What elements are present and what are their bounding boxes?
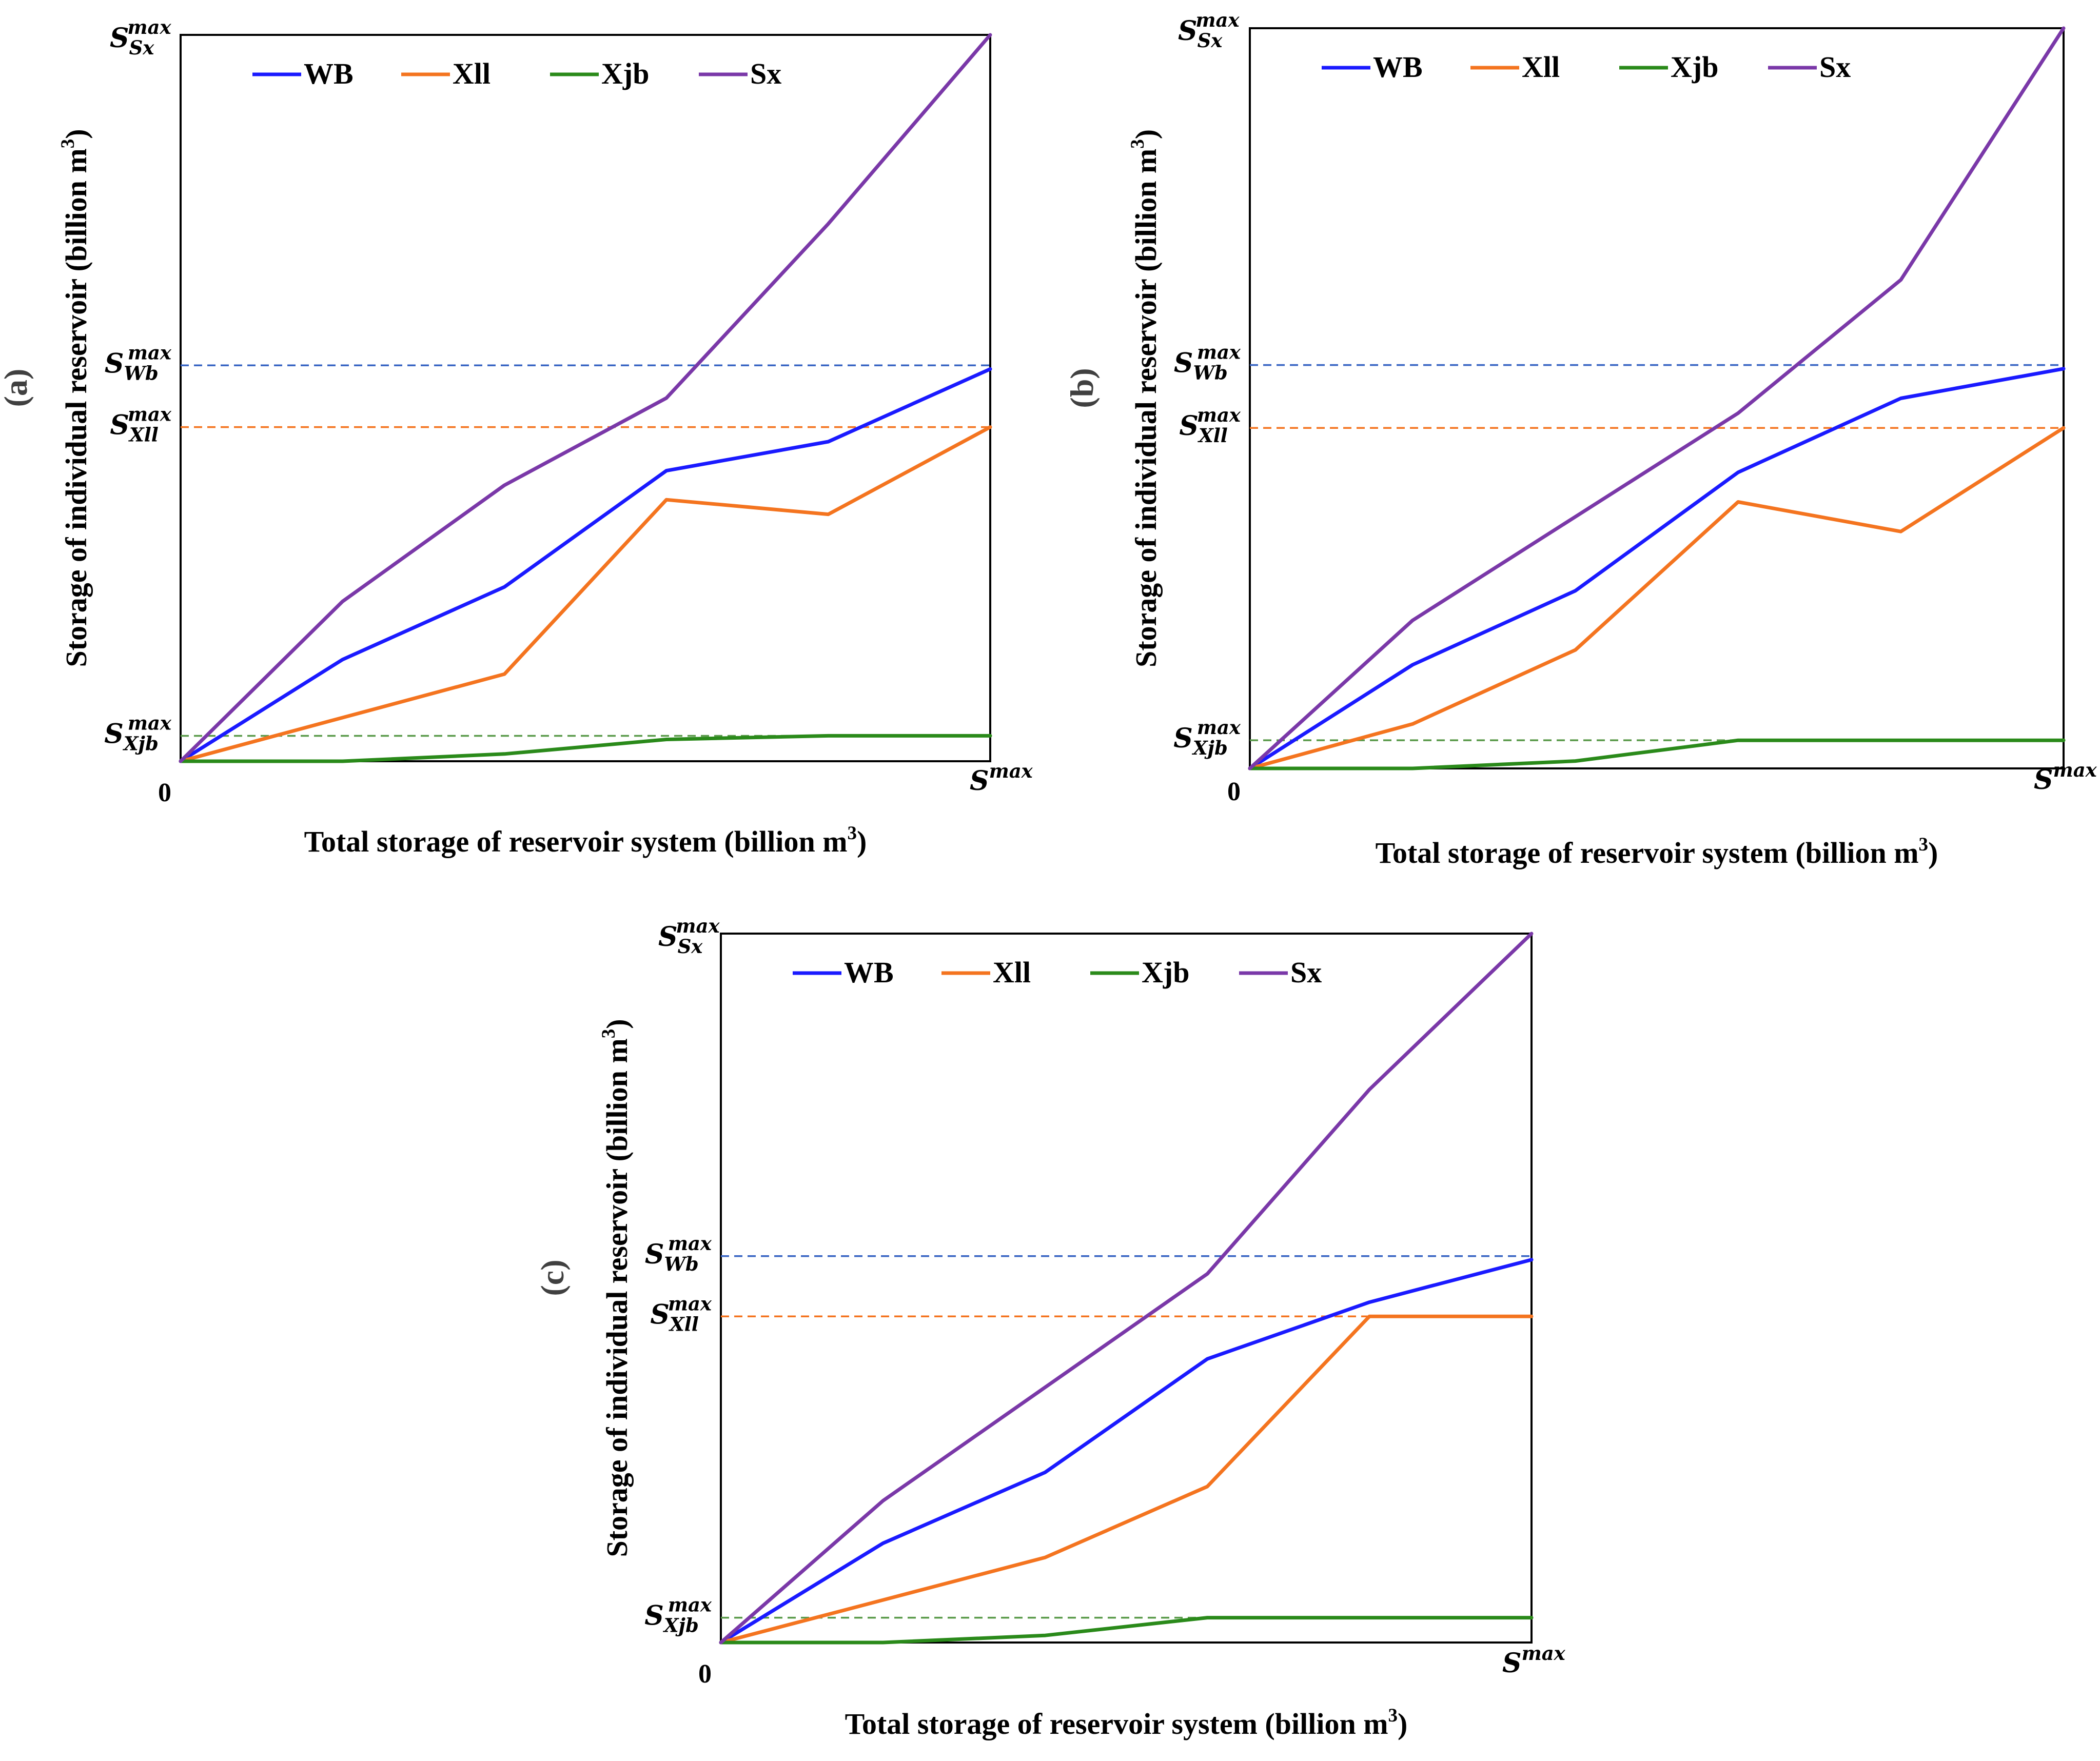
plot-frame xyxy=(720,933,1533,1644)
reference-label-xjb: SXjbmax xyxy=(104,711,172,755)
panel-label: (c) xyxy=(534,1259,571,1296)
legend-label-sx: Sx xyxy=(750,57,781,90)
series-line-xll xyxy=(1248,426,2066,770)
series-line-xll xyxy=(719,1314,1534,1645)
chart-panel-b: SWbmax SXllmax SXjbmax SSxmax WB Xll Xjb Sx 0 Sma… xyxy=(1064,9,2097,869)
reference-label-wb: SWbmax xyxy=(105,341,172,384)
reference-label-xll: SXllmax xyxy=(110,403,172,446)
ymax-label: SSxmax xyxy=(110,16,171,59)
plot-frame xyxy=(1249,27,2065,769)
ymax-label: SSxmax xyxy=(1178,9,1240,52)
series-line-sx xyxy=(179,33,992,763)
ymax-label: SSxmax xyxy=(658,915,720,958)
panel-label: (a) xyxy=(0,369,34,407)
series-line-xjb xyxy=(1248,738,2066,770)
legend-label-xjb: Xjb xyxy=(1142,956,1189,989)
legend-label-sx: Sx xyxy=(1819,50,1851,84)
legend-label-sx: Sx xyxy=(1290,956,1322,989)
series-line-sx xyxy=(1248,26,2066,770)
series-line-wb xyxy=(1248,367,2066,770)
reference-label-xll: SXllmax xyxy=(650,1292,712,1335)
y-axis-label: Storage of individual reservoir (billion… xyxy=(57,129,93,667)
series-line-wb xyxy=(719,1258,1534,1645)
legend-label-wb: WB xyxy=(1373,50,1423,84)
reference-label-xjb: SXjbmax xyxy=(644,1594,712,1637)
reference-label-wb: SWbmax xyxy=(1174,341,1241,384)
series-line-xjb xyxy=(179,734,992,763)
legend-label-wb: WB xyxy=(304,57,354,90)
chart-panel-c: SWbmax SXllmax SXjbmax SSxmax WB Xll Xjb Sx 0 Sma… xyxy=(534,915,1566,1740)
legend-label-xll: Xll xyxy=(1522,50,1560,84)
reference-label-wb: SWbmax xyxy=(645,1232,712,1275)
x-tick-label-start: 0 xyxy=(158,778,171,807)
chart-panel-a: SWbmax SXllmax SXjbmax SSxmax WB Xll Xjb Sx 0 Sma… xyxy=(0,16,1033,858)
plot-frame xyxy=(180,34,991,762)
legend-label-xll: Xll xyxy=(993,956,1031,989)
series-line-xjb xyxy=(719,1616,1534,1645)
x-axis-label: Total storage of reservoir system (billi… xyxy=(1376,834,1938,869)
x-tick-label-start: 0 xyxy=(698,1659,712,1689)
x-tick-label-end: Smax xyxy=(2034,759,2097,796)
series-line-sx xyxy=(719,932,1534,1645)
series-line-xll xyxy=(179,425,992,763)
x-axis-label: Total storage of reservoir system (billi… xyxy=(845,1705,1408,1740)
reference-label-xll: SXllmax xyxy=(1179,404,1241,447)
y-axis-label: Storage of individual reservoir (billion… xyxy=(1127,129,1163,667)
reference-label-xjb: SXjbmax xyxy=(1173,716,1241,759)
legend-label-xjb: Xjb xyxy=(601,57,649,90)
legend-label-wb: WB xyxy=(844,956,894,989)
legend-label-xjb: Xjb xyxy=(1671,50,1718,84)
x-axis-label: Total storage of reservoir system (billi… xyxy=(304,823,867,858)
x-tick-label-end: Smax xyxy=(970,760,1033,797)
panel-label: (b) xyxy=(1064,368,1100,408)
x-tick-label-start: 0 xyxy=(1227,777,1241,806)
x-tick-label-end: Smax xyxy=(1502,1642,1566,1679)
legend-label-xll: Xll xyxy=(453,57,490,90)
series-line-wb xyxy=(179,367,992,763)
y-axis-label: Storage of individual reservoir (billion… xyxy=(598,1019,634,1557)
